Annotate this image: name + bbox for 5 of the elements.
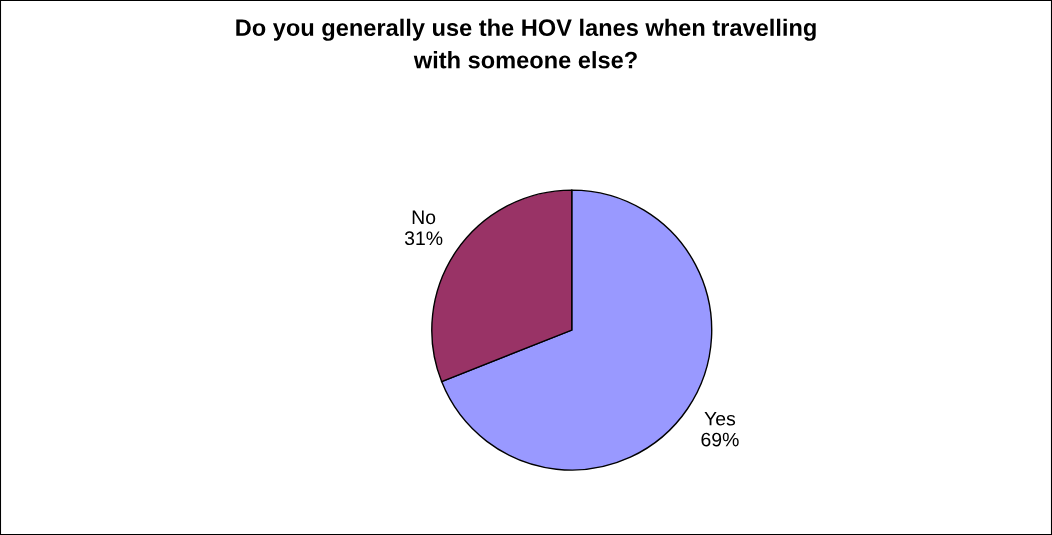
slice-label: No	[412, 210, 436, 225]
chart-title: Do you generally use the HOV lanes when travelling with someone else?	[236, 18, 816, 69]
data-label: 69%	[701, 432, 739, 447]
data-label: 31%	[404, 231, 443, 246]
slice-label: Yes	[704, 411, 736, 426]
